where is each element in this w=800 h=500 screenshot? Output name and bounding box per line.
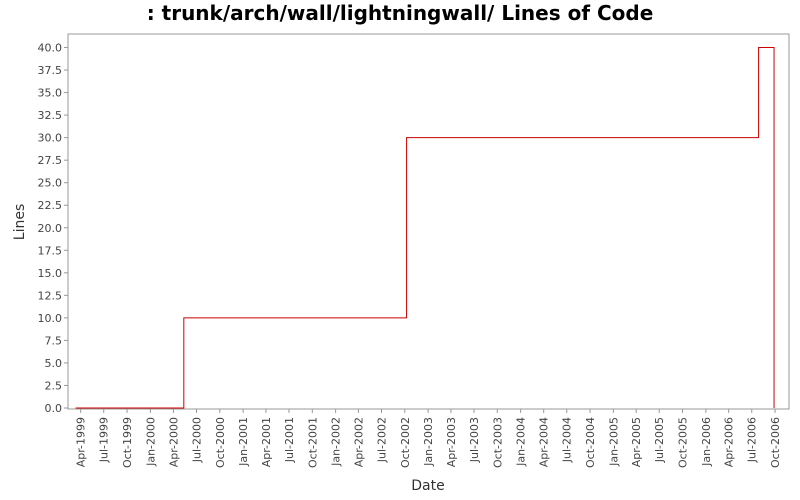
x-tick-label: Jan-2006 xyxy=(700,417,713,467)
x-tick-label: Oct-2001 xyxy=(306,417,319,468)
y-tick-label: 15.0 xyxy=(38,267,63,280)
series-line xyxy=(75,47,775,409)
x-tick-label: Apr-2005 xyxy=(630,417,643,467)
x-tick-label: Oct-2003 xyxy=(491,417,504,468)
x-tick-label: Apr-2004 xyxy=(538,417,551,467)
y-tick-label: 35.0 xyxy=(38,87,63,100)
y-tick-label: 5.0 xyxy=(45,357,63,370)
x-tick-label: Oct-2004 xyxy=(584,417,597,468)
y-tick-label: 2.5 xyxy=(45,379,63,392)
x-tick-label: Jan-2003 xyxy=(422,417,435,467)
y-tick-label: 20.0 xyxy=(38,222,63,235)
x-tick-label: Apr-2002 xyxy=(352,417,365,467)
x-tick-label: Jul-2006 xyxy=(746,417,759,463)
x-tick-label: Oct-1999 xyxy=(121,417,134,468)
x-axis-title: Date xyxy=(411,478,444,494)
x-tick-label: Jul-2001 xyxy=(283,417,296,463)
x-tick-label: Oct-2006 xyxy=(769,417,782,468)
y-tick-label: 12.5 xyxy=(38,289,63,302)
x-tick-label: Jan-2002 xyxy=(330,417,343,467)
x-tick-label: Apr-2000 xyxy=(167,417,180,467)
x-tick-label: Jan-2004 xyxy=(515,417,528,467)
x-tick-label: Jan-2001 xyxy=(237,417,250,467)
y-tick-label: 0.0 xyxy=(45,402,63,415)
y-tick-label: 17.5 xyxy=(38,244,63,257)
y-axis-title: Lines xyxy=(12,204,28,240)
y-tick-label: 37.5 xyxy=(38,64,63,77)
x-tick-label: Jan-2000 xyxy=(144,417,157,467)
x-tick-label: Jul-2004 xyxy=(561,417,574,463)
x-tick-label: Apr-2001 xyxy=(260,417,273,467)
x-tick-label: Jul-2003 xyxy=(468,417,481,463)
x-tick-label: Apr-1999 xyxy=(75,417,88,467)
x-axis: Apr-1999 Jul-1999 Oct-1999 Jan-2000 Apr-2000… xyxy=(75,409,782,468)
y-tick-label: 10.0 xyxy=(38,312,63,325)
x-tick-label: Apr-2006 xyxy=(723,417,736,467)
y-tick-label: 25.0 xyxy=(38,177,63,190)
y-tick-label: 7.5 xyxy=(45,334,63,347)
y-tick-label: 30.0 xyxy=(38,132,63,145)
x-tick-label: Jul-2002 xyxy=(375,417,388,463)
x-tick-label: Apr-2003 xyxy=(445,417,458,467)
y-tick-label: 32.5 xyxy=(38,109,63,122)
x-tick-label: Oct-2005 xyxy=(677,417,690,468)
plot-area xyxy=(67,33,790,410)
x-tick-label: Jul-2005 xyxy=(653,417,666,463)
series-layer xyxy=(75,47,775,409)
y-tick-label: 40.0 xyxy=(38,42,63,55)
x-tick-label: Jul-2000 xyxy=(190,417,203,463)
y-axis: 0.0 2.5 5.0 7.5 10.0 12.5 15.0 17.5 20.0 22.5 25.0… xyxy=(38,42,68,415)
y-tick-label: 27.5 xyxy=(38,154,63,167)
y-tick-label: 22.5 xyxy=(38,199,63,212)
x-tick-label: Oct-2002 xyxy=(399,417,412,468)
x-tick-label: Jan-2005 xyxy=(607,417,620,467)
x-tick-label: Jul-1999 xyxy=(98,417,111,463)
x-tick-label: Oct-2000 xyxy=(214,417,227,468)
chart-title: : trunk/arch/wall/lightningwall/ Lines o… xyxy=(147,1,654,25)
